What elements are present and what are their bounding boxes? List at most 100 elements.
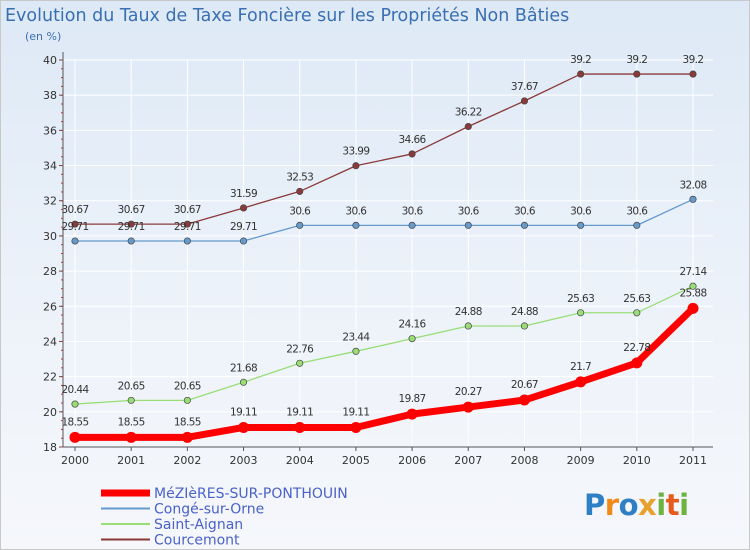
grid — [63, 59, 713, 448]
data-point — [238, 421, 250, 433]
data-point — [352, 347, 360, 355]
x-tick-label: 2007 — [454, 454, 482, 467]
data-label: 20.65 — [174, 380, 201, 392]
logo-letter: i — [679, 488, 689, 522]
x-tick-label: 2000 — [61, 454, 89, 467]
data-point — [689, 282, 697, 290]
x-tick-label: 2008 — [510, 454, 538, 467]
data-point — [464, 122, 472, 131]
data-label: 25.63 — [623, 293, 650, 305]
legend: MéZIèRES-SUR-PONTHOUINCongé-sur-OrneSain… — [101, 486, 348, 549]
data-point — [181, 431, 193, 443]
data-label: 23.44 — [342, 331, 370, 343]
data-point — [575, 376, 587, 388]
data-label: 24.88 — [511, 306, 538, 318]
data-point — [633, 70, 641, 78]
y-tick-label: 34 — [43, 160, 57, 173]
data-label: 19.11 — [286, 406, 313, 418]
data-point — [183, 396, 191, 404]
proxiti-logo: Proxiti — [584, 488, 689, 522]
data-point — [352, 221, 360, 229]
data-label: 25.88 — [679, 287, 706, 299]
data-label: 30.6 — [458, 205, 480, 217]
data-point — [71, 220, 79, 228]
data-label: 37.67 — [511, 81, 538, 93]
data-label: 19.87 — [399, 393, 426, 405]
data-point — [127, 396, 135, 404]
y-tick-label: 24 — [43, 335, 57, 348]
y-tick-label: 18 — [43, 441, 57, 454]
data-point — [689, 195, 697, 203]
data-label: 18.55 — [118, 416, 145, 428]
y-tick-label: 20 — [43, 406, 57, 419]
data-label: 30.6 — [514, 205, 536, 217]
x-tick-label: 2001 — [117, 454, 145, 467]
series-line — [74, 198, 694, 242]
logo-letter: P — [584, 488, 605, 522]
x-tick-label: 2006 — [398, 454, 426, 467]
axes: 18 20 22 24 26 28 30 32 34 36 38 40 2000 2001 2002 2003… — [43, 52, 713, 467]
y-tick-label: 22 — [43, 371, 57, 384]
series-1: 29.71 29.71 29.71 29.71 30.6 30.6 30.6 30.6 30.6… — [61, 179, 707, 245]
data-label: 39.2 — [626, 54, 647, 66]
y-tick-label: 32 — [43, 195, 57, 208]
data-point — [239, 204, 248, 212]
legend-label: Saint-Aignan — [154, 517, 243, 533]
data-label: 19.11 — [230, 406, 257, 418]
data-point — [408, 221, 416, 229]
data-point — [633, 221, 641, 229]
series-2: 20.44 20.65 20.65 21.68 22.76 23.44 24.16 24.88… — [61, 266, 708, 408]
data-label: 31.59 — [230, 188, 257, 200]
data-label: 27.14 — [679, 266, 707, 278]
data-label: 32.53 — [286, 171, 313, 183]
x-tick-label: 2011 — [679, 454, 707, 467]
series-line — [74, 73, 694, 225]
data-point — [71, 237, 79, 245]
y-tick-label: 38 — [43, 89, 57, 102]
data-point — [183, 237, 191, 245]
data-label: 29.71 — [61, 221, 88, 233]
data-point — [631, 357, 643, 369]
data-point — [577, 221, 585, 229]
data-point — [239, 237, 248, 245]
x-tick-label: 2002 — [173, 454, 201, 467]
data-point — [464, 322, 472, 330]
data-label: 30.6 — [345, 205, 367, 217]
x-tick-label: 2004 — [286, 454, 314, 467]
data-label: 22.76 — [286, 343, 314, 355]
data-label: 30.67 — [174, 204, 201, 216]
x-tick-label: 2003 — [230, 454, 258, 467]
data-label: 29.71 — [174, 221, 201, 233]
data-label: 25.63 — [567, 293, 594, 305]
data-label: 30.6 — [570, 205, 592, 217]
data-label: 24.16 — [399, 319, 427, 331]
x-tick-label: 2009 — [567, 454, 595, 467]
data-point — [127, 220, 135, 228]
data-label: 30.67 — [61, 204, 88, 216]
data-label: 20.67 — [511, 379, 538, 391]
data-label: 20.27 — [455, 386, 482, 398]
data-point — [69, 431, 81, 443]
data-label: 30.6 — [289, 205, 311, 217]
y-tick-label: 36 — [43, 124, 57, 137]
series-layer: 30.67 30.67 30.67 31.59 32.53 33.99 34.66 36.22… — [61, 54, 708, 443]
data-point — [520, 97, 529, 105]
data-point — [406, 408, 418, 420]
data-point — [462, 401, 474, 413]
data-point — [408, 335, 416, 343]
data-label: 20.44 — [61, 384, 89, 396]
data-label: 32.08 — [679, 179, 706, 191]
series-line — [71, 304, 697, 441]
data-label: 30.6 — [626, 205, 648, 217]
data-label: 39.2 — [570, 54, 591, 66]
data-point — [350, 421, 362, 433]
data-label: 21.68 — [230, 362, 257, 374]
data-point — [296, 221, 304, 229]
data-label: 22.78 — [623, 342, 650, 354]
logo-letter: x — [638, 488, 657, 522]
data-label: 18.55 — [174, 416, 201, 428]
data-label: 34.66 — [399, 134, 427, 146]
data-point — [71, 400, 79, 408]
data-label: 29.71 — [118, 221, 145, 233]
